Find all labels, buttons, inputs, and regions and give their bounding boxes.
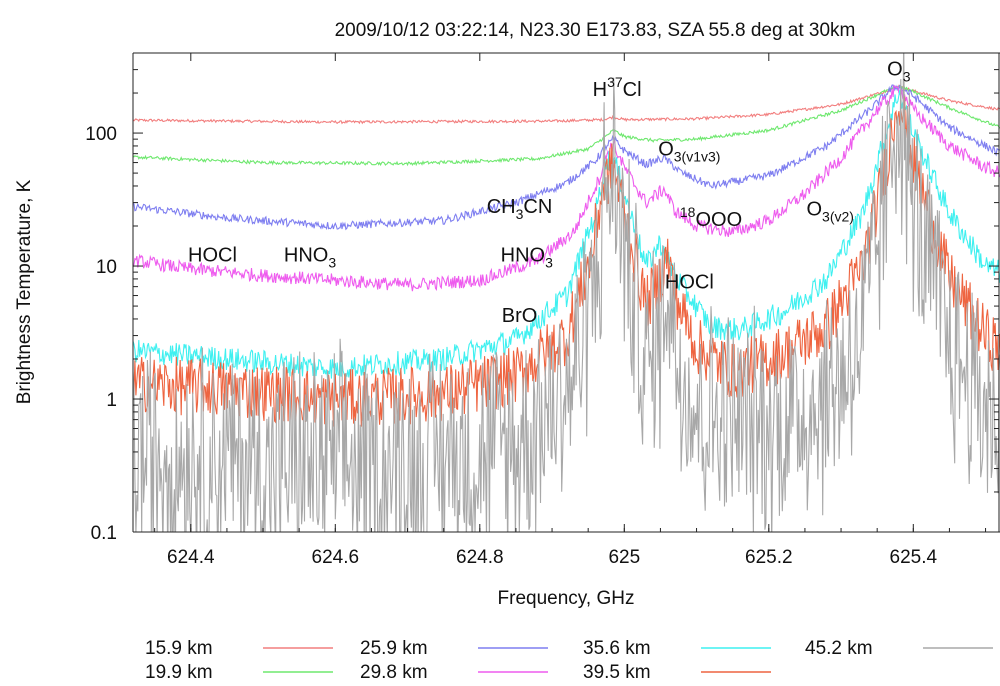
annotation-sub: 3 [328, 255, 336, 271]
series-line-35-6-km [133, 89, 1000, 380]
x-tick-label: 625 [608, 547, 640, 568]
chart-title: 2009/10/12 03:22:14, N23.30 E173.83, SZA… [335, 20, 856, 41]
annotation-label: O3 [887, 59, 911, 85]
annotation-base: CH [487, 196, 516, 218]
series-line-29-8-km [133, 85, 1000, 292]
y-tick-label: 10 [96, 257, 117, 278]
annotation-label: HNO3 [501, 245, 553, 271]
series-line-19-9-km [133, 85, 1000, 167]
annotation-sub: 3 [903, 69, 911, 85]
annotation-label: HNO3 [284, 245, 336, 271]
legend-label: 45.2 km [805, 638, 873, 659]
annotation-base: O [887, 59, 903, 81]
annotation-sub: 3(v2) [822, 208, 854, 224]
series-line-45-2-km [133, 53, 1000, 532]
annotation-base: H [593, 79, 607, 101]
annotation-base: HOCl [665, 271, 714, 293]
annotation-base: OOO [695, 209, 742, 231]
annotation-base: O [658, 138, 674, 160]
x-tick-label: 624.6 [312, 547, 360, 568]
annotation-label: O3(v1v3) [658, 138, 720, 164]
annotation-base: HOCl [188, 245, 237, 267]
series-line-25-9-km [133, 84, 1000, 231]
annotation-base: O [806, 198, 822, 220]
annotation-sub: 3 [516, 206, 524, 222]
annotation-sup: 37 [607, 74, 623, 90]
annotation-tail: CN [523, 196, 552, 218]
annotation-label: H37Cl [593, 74, 642, 101]
annotation-label: HOCl [665, 271, 714, 293]
annotation-base: BrO [502, 305, 538, 327]
legend: 15.9 km 19.9 km 25.9 km 29.8 km 35.6 km 39.5 … [145, 638, 993, 683]
y-tick-label: 100 [85, 124, 117, 145]
x-tick-label: 625.4 [890, 547, 938, 568]
axes: 624.4 624.6 624.8 625 625.2 625.4 0.1 1 10 100 [85, 52, 1000, 568]
annotation-tail: Cl [623, 79, 642, 101]
series-line-15-9-km [133, 84, 1000, 125]
x-tick-label: 624.8 [456, 547, 504, 568]
legend-label: 25.9 km [360, 638, 428, 659]
annotation-base: HNO [284, 245, 328, 267]
legend-label: 19.9 km [145, 662, 213, 683]
y-tick-label: 0.1 [91, 523, 117, 544]
legend-label: 15.9 km [145, 638, 213, 659]
annotation-label: BrO [502, 305, 538, 327]
x-axis-label: Frequency, GHz [498, 588, 635, 609]
legend-label: 39.5 km [583, 662, 651, 683]
annotation-label: 18OOO [680, 204, 742, 231]
y-axis-label: Brightness Temperature, K [14, 179, 35, 404]
y-tick-label: 1 [106, 390, 117, 411]
annotation-label: O3(v2) [806, 198, 853, 224]
annotation-label: CH3CN [487, 196, 553, 222]
annotation-sub: 3(v1v3) [674, 148, 721, 164]
series-layer [133, 53, 1000, 532]
legend-label: 35.6 km [583, 638, 651, 659]
annotation-sup: 18 [680, 204, 696, 220]
annotation-base: HNO [501, 245, 545, 267]
annotation-label: HOCl [188, 245, 237, 267]
x-tick-label: 625.2 [745, 547, 793, 568]
legend-label: 29.8 km [360, 662, 428, 683]
annotation-sub: 3 [545, 255, 553, 271]
x-tick-label: 624.4 [167, 547, 215, 568]
